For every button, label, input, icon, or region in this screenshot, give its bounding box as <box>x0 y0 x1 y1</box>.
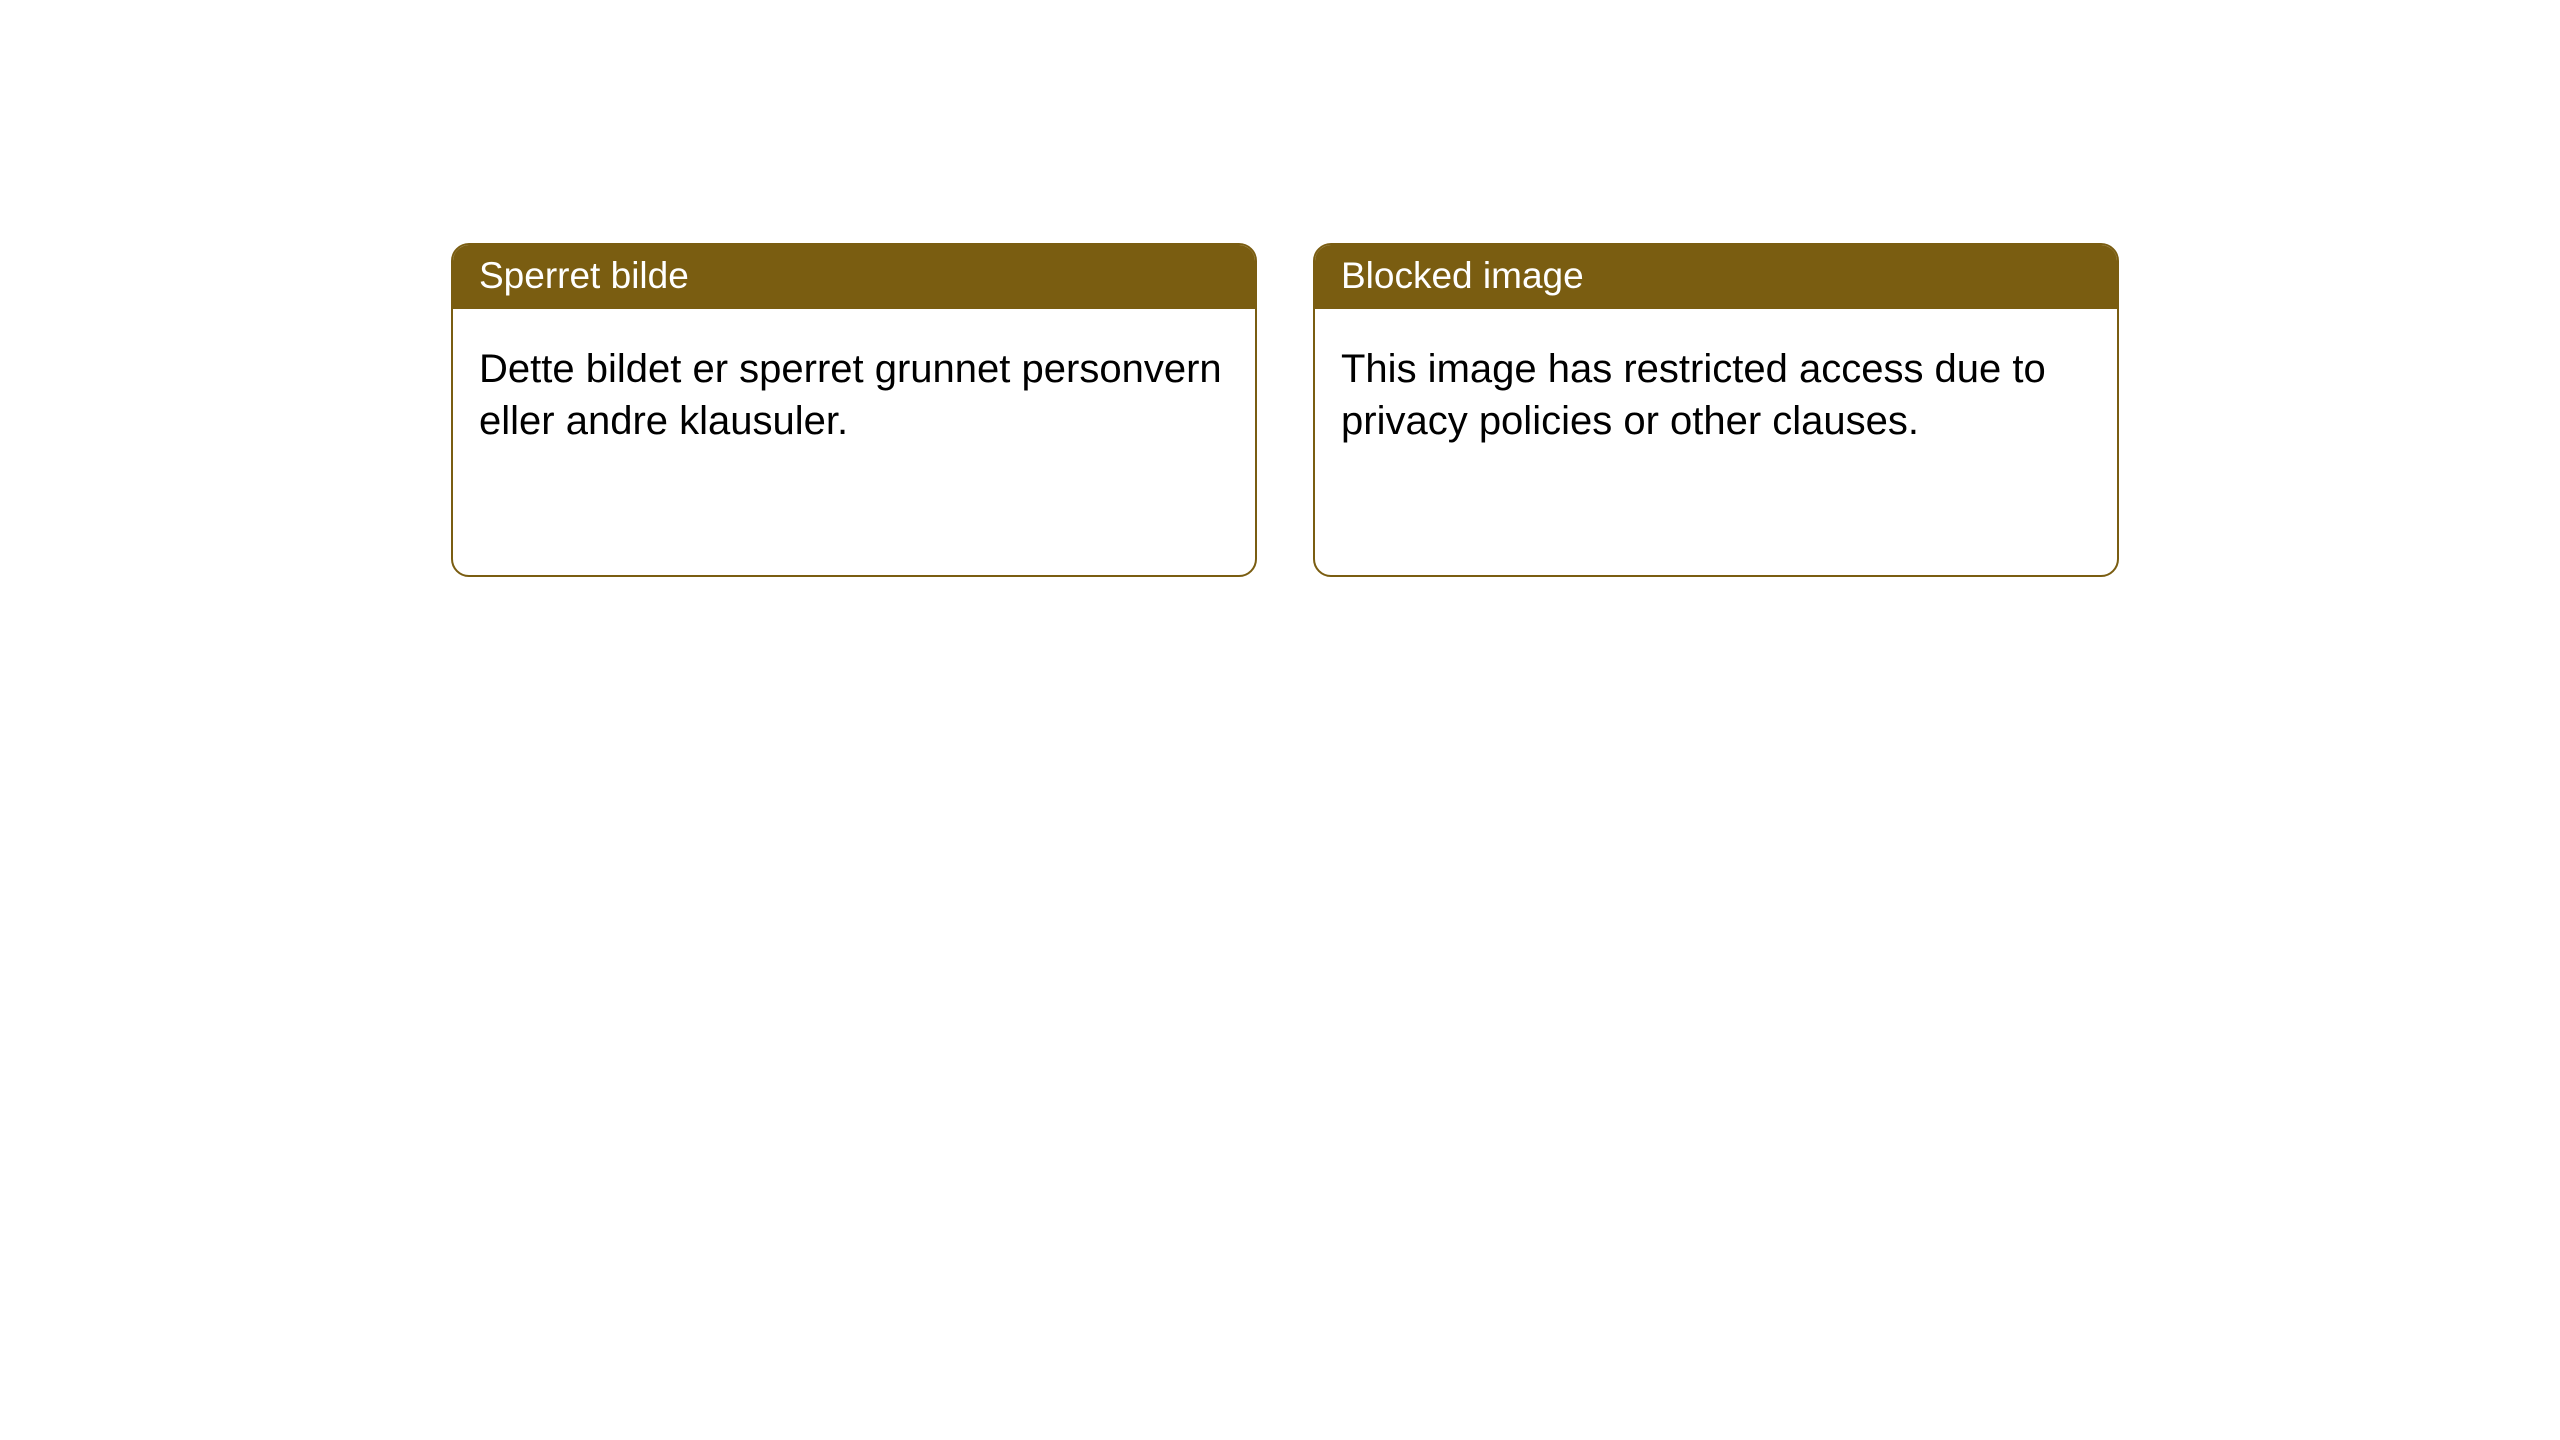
notice-container: Sperret bilde Dette bildet er sperret gr… <box>0 0 2560 577</box>
notice-header: Blocked image <box>1315 245 2117 309</box>
notice-message: This image has restricted access due to … <box>1341 347 2046 443</box>
notice-body: Dette bildet er sperret grunnet personve… <box>453 309 1255 481</box>
notice-box-english: Blocked image This image has restricted … <box>1313 243 2119 577</box>
notice-body: This image has restricted access due to … <box>1315 309 2117 481</box>
notice-message: Dette bildet er sperret grunnet personve… <box>479 347 1222 443</box>
notice-header: Sperret bilde <box>453 245 1255 309</box>
notice-box-norwegian: Sperret bilde Dette bildet er sperret gr… <box>451 243 1257 577</box>
notice-title: Sperret bilde <box>479 255 689 296</box>
notice-title: Blocked image <box>1341 255 1584 296</box>
